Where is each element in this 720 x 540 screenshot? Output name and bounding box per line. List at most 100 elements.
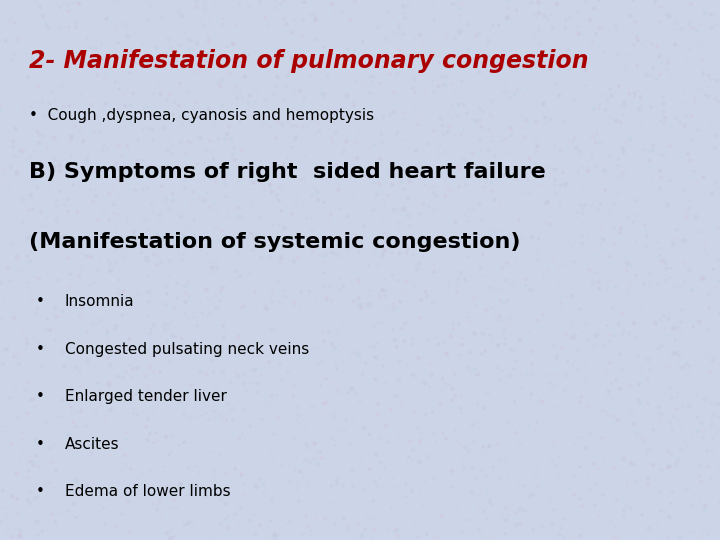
Point (622, 213, 634, 222)
Point (85, 43, 96, 52)
Point (428, 475, 440, 483)
Point (583, 508, 595, 516)
Point (480, 448, 491, 457)
Point (15, 526, 27, 535)
Point (146, 200, 158, 209)
Point (28, 395, 40, 403)
Point (444, 283, 455, 292)
Point (493, 37, 505, 46)
Point (670, 114, 682, 123)
Point (549, 505, 560, 514)
Point (216, 488, 228, 497)
Point (170, 394, 181, 403)
Point (215, 287, 227, 295)
Point (390, 336, 402, 345)
Point (9, 352, 20, 361)
Point (323, 103, 334, 112)
Point (98, 141, 109, 150)
Point (82, 356, 94, 364)
Point (582, 402, 593, 410)
Point (477, 90, 488, 99)
Point (473, 526, 485, 535)
Point (289, 465, 301, 474)
Point (707, 207, 719, 216)
Point (345, 16, 356, 24)
Point (348, 332, 360, 341)
Point (672, 405, 683, 414)
Point (84, 397, 95, 406)
Point (204, 17, 215, 26)
Point (278, 160, 289, 169)
Point (526, 370, 538, 379)
Point (418, 199, 430, 208)
Point (487, 167, 499, 176)
Point (184, 222, 195, 231)
Point (439, 380, 451, 388)
Point (499, 455, 510, 464)
Point (334, 181, 346, 190)
Point (688, 24, 700, 33)
Point (142, 435, 153, 444)
Point (182, 464, 194, 473)
Point (588, 343, 600, 352)
Point (102, 353, 114, 362)
Point (173, 251, 184, 260)
Point (163, 357, 175, 366)
Point (413, 209, 425, 218)
Point (104, 215, 115, 224)
Point (301, 440, 312, 448)
Point (257, 120, 269, 129)
Point (500, 86, 511, 94)
Point (281, 21, 292, 29)
Point (0, 101, 7, 110)
Point (575, 201, 587, 210)
Point (14, 372, 26, 380)
Point (127, 486, 138, 495)
Point (366, 77, 377, 86)
Point (609, 523, 621, 531)
Point (607, 231, 618, 240)
Point (568, 257, 580, 266)
Point (306, 191, 318, 200)
Point (586, 151, 598, 159)
Point (335, 341, 346, 350)
Point (35, 222, 47, 231)
Point (145, 428, 156, 437)
Point (202, 318, 214, 327)
Point (550, 165, 562, 174)
Point (661, 56, 672, 64)
Point (500, 147, 511, 156)
Point (531, 12, 543, 21)
Point (537, 310, 549, 319)
Point (624, 504, 636, 512)
Point (552, 470, 563, 479)
Point (235, 58, 246, 66)
Point (3, 16, 14, 25)
Point (454, 100, 465, 109)
Point (191, 237, 202, 246)
Point (463, 217, 474, 226)
Point (684, 21, 696, 30)
Point (582, 266, 593, 274)
Point (625, 261, 636, 269)
Point (449, 459, 460, 468)
Point (0, 177, 9, 186)
Point (117, 287, 128, 296)
Point (580, 0, 591, 5)
Point (142, 415, 153, 423)
Point (179, 521, 190, 529)
Point (410, 103, 421, 112)
Point (166, 504, 178, 512)
Point (587, 38, 598, 46)
Point (120, 451, 131, 460)
Point (484, 226, 495, 235)
Point (282, 154, 293, 163)
Point (228, 84, 239, 93)
Point (235, 272, 246, 280)
Point (116, 493, 127, 502)
Point (440, 349, 451, 357)
Point (387, 180, 398, 189)
Point (62, 174, 73, 183)
Point (225, 378, 237, 387)
Point (613, 82, 624, 90)
